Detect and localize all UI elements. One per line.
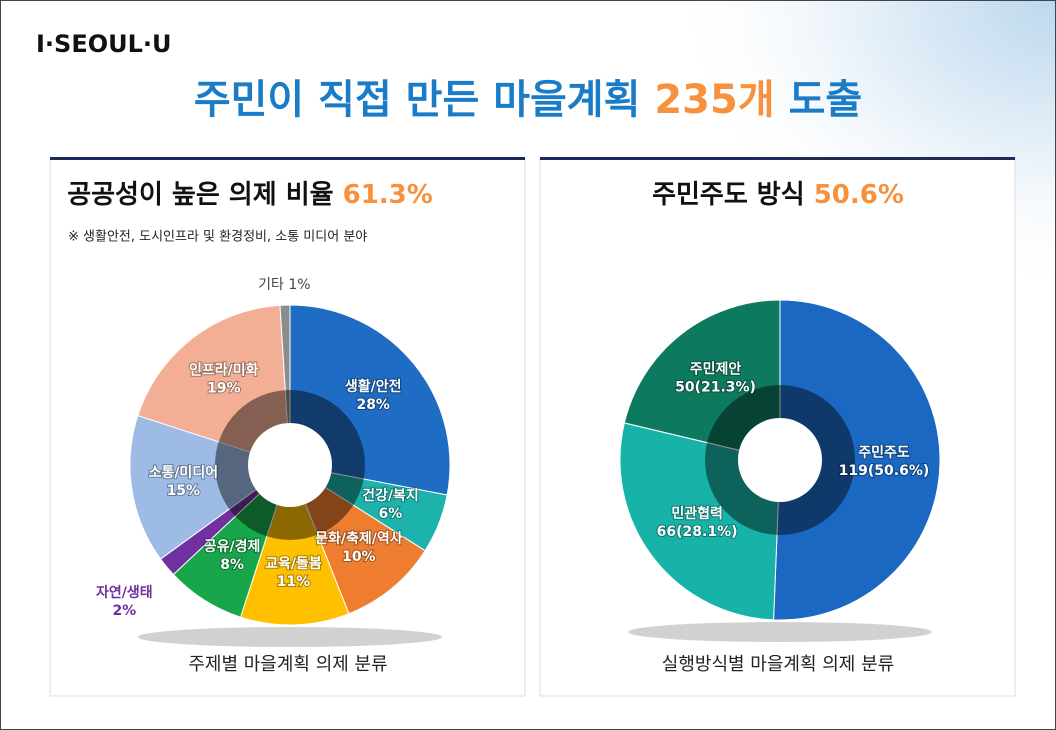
- value-label: 28%: [356, 397, 390, 413]
- value-label: 19%: [207, 381, 241, 397]
- value-label: 66(28.1%): [657, 524, 738, 540]
- value-label: 119(50.6%): [839, 463, 930, 479]
- chart-caption: 주제별 마을계획 의제 분류: [188, 654, 387, 675]
- hole: [248, 423, 332, 507]
- category-label: 기타: [258, 277, 284, 293]
- slide-title: 주민이 직접 만든 마을계획 235개 도출: [194, 77, 862, 123]
- chart-caption: 실행방식별 마을계획 의제 분류: [662, 654, 894, 675]
- value-label: 50(21.3%): [675, 379, 756, 395]
- category-label: 소통/미디어: [149, 464, 219, 481]
- category-label: 교육/돌봄: [265, 556, 322, 572]
- category-label: 주민제안: [690, 360, 742, 377]
- chart-title: 공공성이 높은 의제 비율 61.3%: [67, 180, 433, 210]
- category-label: 자연/생태: [96, 585, 153, 601]
- hole: [738, 418, 822, 502]
- category-label: 공유/경제: [204, 538, 261, 555]
- slice: [129, 414, 292, 560]
- panel-rule: [50, 157, 525, 160]
- value-label: 6%: [379, 506, 403, 522]
- slice: [239, 463, 350, 626]
- slice-label: 기타 1%: [258, 277, 310, 293]
- shadow: [138, 627, 442, 647]
- shadow: [628, 622, 932, 642]
- category-label: 인프라/미화: [189, 362, 259, 379]
- value-label: 15%: [167, 483, 201, 499]
- value-label: 10%: [342, 549, 376, 565]
- logo: I·SEOUL·U: [36, 30, 172, 58]
- panel-rule: [540, 157, 1015, 160]
- category-label: 주민주도: [858, 444, 910, 461]
- category-label: 민관협력: [671, 505, 723, 522]
- chart-title-text: 주민주도 방식: [652, 180, 805, 210]
- chart-title-highlight: 50.6%: [814, 180, 904, 210]
- title-highlight: 235개: [654, 77, 774, 123]
- category-label: 문화/축제/역사: [315, 530, 403, 547]
- chart-title-highlight: 61.3%: [343, 180, 433, 210]
- title-prefix: 주민이 직접 만든 마을계획: [194, 77, 641, 123]
- value-label: 8%: [220, 557, 244, 573]
- slice: [288, 463, 426, 615]
- chart-note: ※ 생활안전, 도시인프라 및 환경정비, 소통 미디어 분야: [68, 230, 367, 245]
- category-label: 건강/복지: [362, 487, 419, 504]
- value-label: 11%: [277, 574, 311, 590]
- chart-title-text: 공공성이 높은 의제 비율: [67, 180, 333, 210]
- value-label: 1%: [288, 277, 310, 293]
- category-label: 생활/안전: [345, 378, 402, 395]
- slice: [137, 304, 291, 466]
- slice: [623, 299, 781, 461]
- value-label: 2%: [112, 603, 136, 619]
- slice: [289, 304, 451, 496]
- slice: [773, 299, 941, 621]
- chart-title: 주민주도 방식 50.6%: [652, 180, 904, 210]
- title-suffix: 도출: [789, 77, 863, 123]
